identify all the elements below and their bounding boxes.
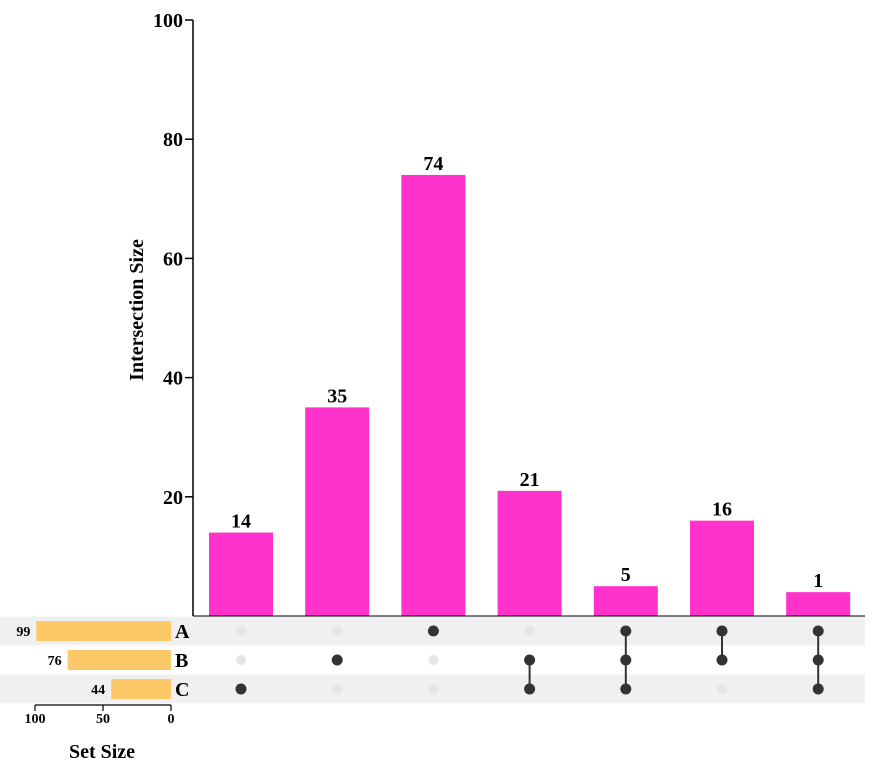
intersection-bar-value: 74 xyxy=(423,153,443,175)
set-size-axis: 100 50 0 xyxy=(25,704,175,727)
matrix-dot-inactive xyxy=(236,655,246,665)
intersection-bar-value: 5 xyxy=(621,564,631,586)
set-size-value: 44 xyxy=(91,683,105,698)
intersection-bar-value: 35 xyxy=(327,385,347,407)
y-tick-label: 80 xyxy=(163,129,183,151)
y-tick-label: 20 xyxy=(163,487,183,509)
intersection-bar xyxy=(690,520,754,616)
y-tick-label: 100 xyxy=(153,10,183,32)
intersection-bar xyxy=(593,586,658,616)
set-size-value: 76 xyxy=(48,654,62,669)
set-size-bar xyxy=(67,650,171,670)
matrix-dot-inactive xyxy=(524,626,535,636)
matrix-dot-active xyxy=(524,654,536,666)
matrix-dot-active xyxy=(620,625,632,637)
intersection-bar-value: 21 xyxy=(520,469,540,491)
intersection-bar xyxy=(497,490,562,616)
set-name-label: C xyxy=(175,679,189,701)
set-name-label: A xyxy=(175,621,190,643)
set-name-label: B xyxy=(175,650,188,672)
matrix-dot-inactive xyxy=(428,684,439,694)
matrix-dot-inactive xyxy=(428,655,439,665)
matrix-dot-inactive xyxy=(717,684,727,694)
matrix-dot-active xyxy=(524,683,536,695)
matrix-dot-active xyxy=(716,625,728,637)
intersection-bars xyxy=(209,174,851,616)
intersection-bar xyxy=(305,407,370,616)
set-size-tick-label: 0 xyxy=(168,712,175,727)
set-size-bars: 99 76 44 xyxy=(16,621,171,699)
matrix-dot-active xyxy=(427,625,439,637)
set-size-bar xyxy=(36,621,171,641)
matrix-dot-active xyxy=(716,654,728,666)
y-tick-label: 60 xyxy=(163,248,183,270)
matrix-dot-active xyxy=(812,625,824,637)
matrix-dot-active xyxy=(235,683,247,695)
set-size-bar xyxy=(111,679,171,699)
matrix-dot-active xyxy=(812,683,824,695)
intersection-bar-value: 1 xyxy=(813,570,823,592)
matrix-dot-inactive xyxy=(332,626,343,636)
y-ticks: 20 40 60 80 100 xyxy=(153,10,193,509)
intersection-bar-value: 14 xyxy=(231,511,251,533)
matrix-dot-inactive xyxy=(332,684,343,694)
matrix-dot-active xyxy=(620,683,632,695)
set-size-tick-label: 50 xyxy=(96,712,110,727)
matrix-dot-active xyxy=(812,654,824,666)
y-axis-title: Intersection Size xyxy=(126,239,148,381)
matrix-dot-active xyxy=(331,654,343,666)
intersection-bar xyxy=(786,592,851,616)
intersection-bar xyxy=(209,532,273,616)
matrix-dot-active xyxy=(620,654,632,666)
y-tick-label: 40 xyxy=(163,368,183,390)
intersection-bar xyxy=(401,174,466,616)
set-size-value: 99 xyxy=(16,625,30,640)
intersection-bar-labels: 14 35 74 21 5 16 1 xyxy=(231,153,823,592)
matrix-dot-inactive xyxy=(236,626,246,636)
set-names: ABC xyxy=(175,621,190,701)
membership-matrix xyxy=(235,625,824,695)
set-size-tick-label: 100 xyxy=(25,712,46,727)
set-size-axis-title: Set Size xyxy=(69,741,135,763)
intersection-bar-value: 16 xyxy=(712,499,732,521)
